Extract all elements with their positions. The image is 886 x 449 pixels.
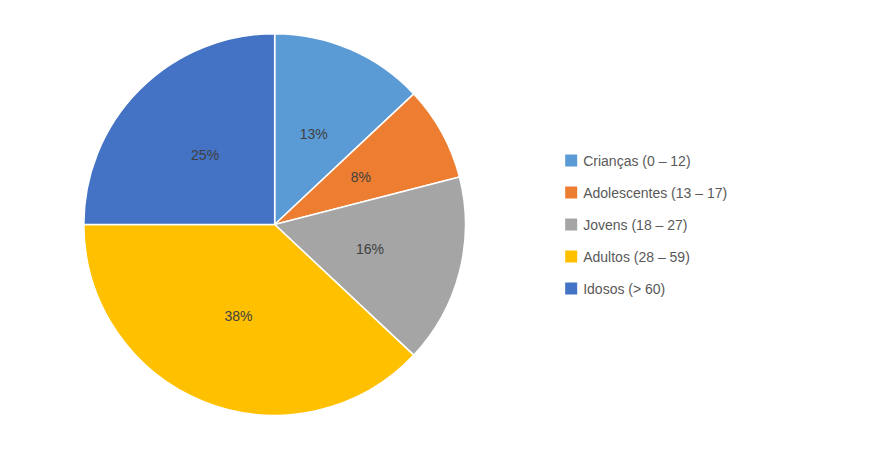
svg-text:13%: 13% — [300, 126, 328, 142]
svg-text:Jovens (18 – 27): Jovens (18 – 27) — [583, 217, 687, 233]
svg-text:16%: 16% — [356, 241, 384, 257]
svg-text:Adolescentes (13 – 17): Adolescentes (13 – 17) — [583, 185, 727, 201]
svg-text:25%: 25% — [191, 147, 219, 163]
svg-text:38%: 38% — [224, 308, 252, 324]
svg-text:8%: 8% — [351, 169, 371, 185]
svg-text:Adultos (28 – 59): Adultos (28 – 59) — [583, 249, 690, 265]
svg-text:Idosos (> 60): Idosos (> 60) — [583, 281, 665, 297]
svg-text:Crianças (0 – 12): Crianças (0 – 12) — [583, 153, 690, 169]
